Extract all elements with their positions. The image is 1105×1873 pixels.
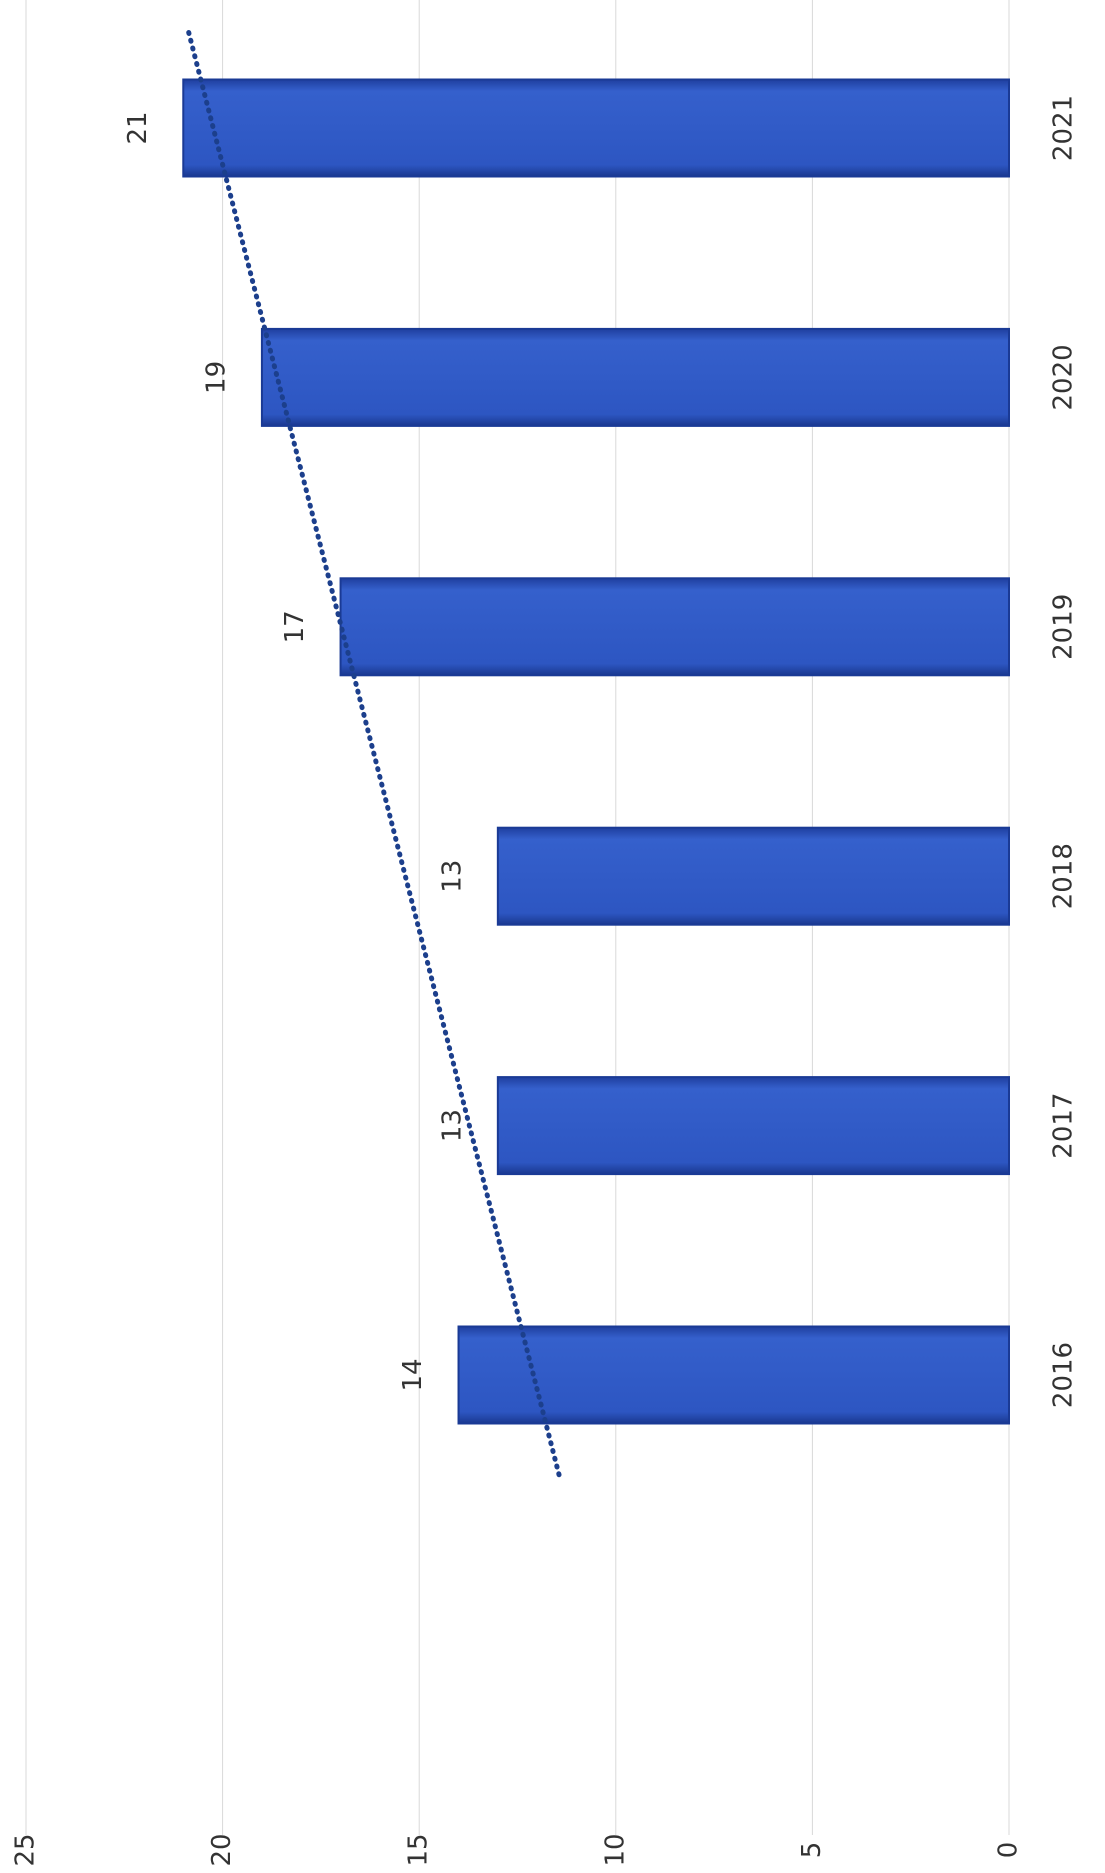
- x-tick-label: 25: [11, 1833, 41, 1866]
- category-label: 2019: [1049, 594, 1079, 660]
- data-label: 17: [280, 610, 310, 643]
- trendline: [185, 25, 562, 1478]
- data-label: 21: [123, 111, 153, 144]
- bar: [496, 826, 1010, 926]
- x-tick-label: 0: [994, 1842, 1024, 1859]
- bar: [457, 1325, 1010, 1425]
- bar: [182, 78, 1010, 178]
- data-label: 13: [437, 860, 467, 893]
- bar: [339, 577, 1010, 677]
- category-label: 2017: [1049, 1093, 1079, 1159]
- bar: [260, 327, 1011, 427]
- x-tick-label: 10: [600, 1833, 630, 1866]
- bar: [496, 1076, 1010, 1176]
- category-label: 2016: [1049, 1342, 1079, 1408]
- x-tick-label: 15: [404, 1833, 434, 1866]
- category-label: 2018: [1049, 843, 1079, 909]
- data-label: 13: [437, 1109, 467, 1142]
- x-tick-label: 5: [797, 1842, 827, 1859]
- category-label: 2020: [1049, 344, 1079, 410]
- data-label: 14: [398, 1358, 428, 1391]
- x-tick-label: 20: [207, 1833, 237, 1866]
- data-label: 19: [201, 361, 231, 394]
- category-label: 2021: [1049, 95, 1079, 161]
